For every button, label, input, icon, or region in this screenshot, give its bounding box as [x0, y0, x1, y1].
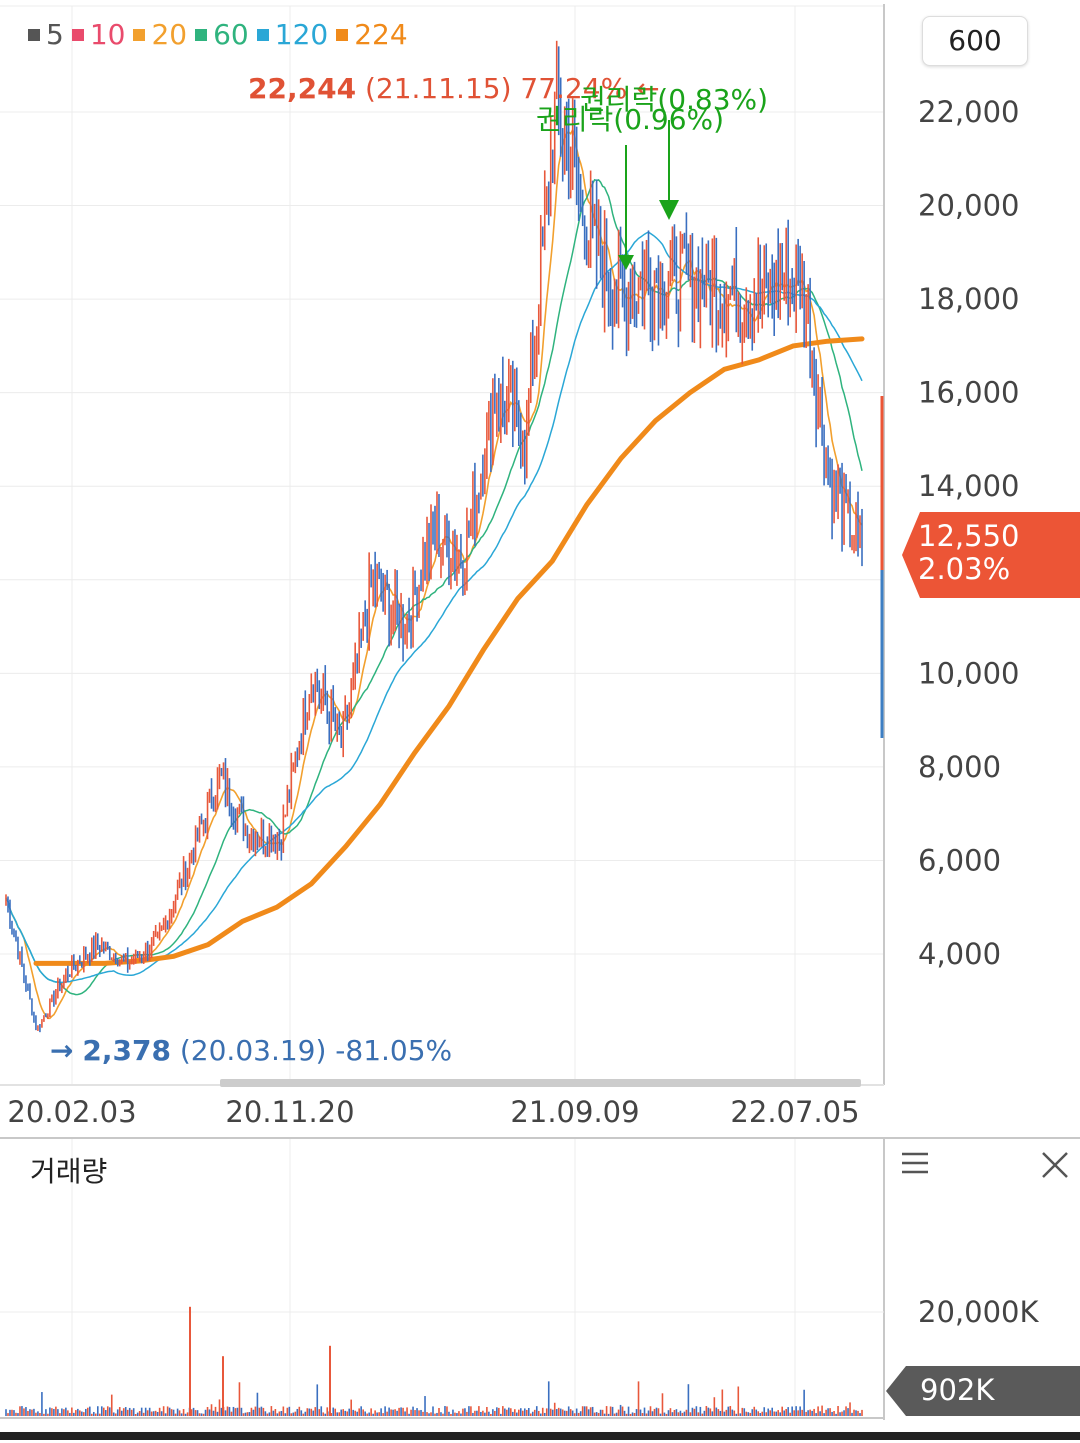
x-tick-label: 21.09.09 [510, 1095, 639, 1129]
volume-title: 거래량 [30, 1155, 108, 1188]
legend-label: 224 [354, 18, 408, 51]
min-price-arrow: → [50, 1034, 74, 1067]
x-axis-labels: 20.02.03 20.11.20 21.09.09 22.07.05 [7, 1095, 859, 1129]
close-icon[interactable] [1040, 1150, 1070, 1180]
legend-label: 60 [213, 18, 249, 51]
y-tick-label: 8,000 [918, 750, 1001, 784]
legend-item-5[interactable]: 5 [28, 18, 64, 51]
max-price-arrow: ← [636, 72, 660, 105]
legend-swatch [256, 28, 269, 41]
y-axis-labels: 22,000 20,000 18,000 16,000 14,000 10,000 8,00… [918, 95, 1019, 971]
volume-tag-shape [886, 1366, 1080, 1416]
legend-item-20[interactable]: 20 [133, 18, 187, 51]
legend-label: 20 [151, 18, 188, 51]
legend-swatch [195, 28, 208, 41]
y-tick-label: 20,000 [918, 189, 1019, 223]
current-price-value: 12,550 [918, 519, 1020, 553]
max-price-value: 22,244 [248, 72, 357, 105]
rights-label-1: 권리락(0.83%) [580, 83, 769, 116]
price-candles[interactable] [5, 40, 863, 1033]
x-tick-label: 20.11.20 [225, 1095, 354, 1129]
price-tag-shape [902, 512, 1080, 598]
legend-item-10[interactable]: 10 [71, 18, 126, 51]
moving-average-lines [5, 127, 865, 1020]
legend-label: 10 [89, 18, 126, 51]
x-tick-label: 22.07.05 [730, 1095, 859, 1129]
moving-average-legend[interactable]: 5 10 20 60 120 224 [28, 18, 416, 51]
menu-icon[interactable] [900, 1150, 930, 1176]
legend-item-224[interactable]: 224 [336, 18, 408, 51]
ma-120-line [5, 231, 863, 984]
ma-224-line [33, 336, 865, 966]
ma-20-line [5, 127, 863, 1020]
volume-bars [5, 1306, 863, 1416]
legend-swatch [71, 28, 84, 41]
y-tick-label: 14,000 [918, 469, 1019, 503]
period-button[interactable]: 600 [922, 16, 1028, 66]
rights-arrow-icon [659, 200, 679, 220]
current-volume-value: 902K [920, 1373, 995, 1407]
y-tick-label: 4,000 [918, 937, 1001, 971]
legend-label: 5 [46, 18, 64, 51]
legend-swatch [133, 28, 146, 41]
y-tick-label: 18,000 [918, 282, 1019, 316]
y-tick-label: 10,000 [918, 656, 1019, 690]
x-tick-label: 20.02.03 [7, 1095, 136, 1129]
ma-60-line [5, 178, 863, 996]
y-tick-label: 22,000 [918, 95, 1019, 129]
legend-swatch [28, 28, 40, 41]
legend-item-60[interactable]: 60 [195, 18, 249, 51]
volume-tick-label: 20,000K [918, 1295, 1039, 1329]
min-price-value: 2,378 [82, 1034, 171, 1067]
scroll-bar[interactable] [220, 1079, 861, 1087]
current-price-tag: 12,550 2.03% [902, 512, 1080, 598]
legend-swatch [336, 28, 349, 41]
y-tick-label: 6,000 [918, 843, 1001, 877]
current-price-change: 2.03% [918, 552, 1011, 586]
rights-arrow-icon [618, 255, 634, 270]
max-price-detail: (21.11.15) 77.24% [364, 72, 628, 105]
legend-item-120[interactable]: 120 [256, 18, 329, 51]
grid-lines [0, 5, 884, 1418]
max-price-annotation: 22,244 (21.11.15) 77.24% ← [248, 72, 660, 105]
min-price-detail: (20.03.19) -81.05% [179, 1034, 453, 1067]
min-price-annotation: → 2,378 (20.03.19) -81.05% [50, 1034, 452, 1067]
y-tick-label: 16,000 [918, 376, 1019, 410]
current-volume-tag: 902K [886, 1366, 1080, 1416]
legend-label: 120 [274, 18, 329, 51]
rights-label-2: 권리락(0.96%) [536, 103, 725, 136]
